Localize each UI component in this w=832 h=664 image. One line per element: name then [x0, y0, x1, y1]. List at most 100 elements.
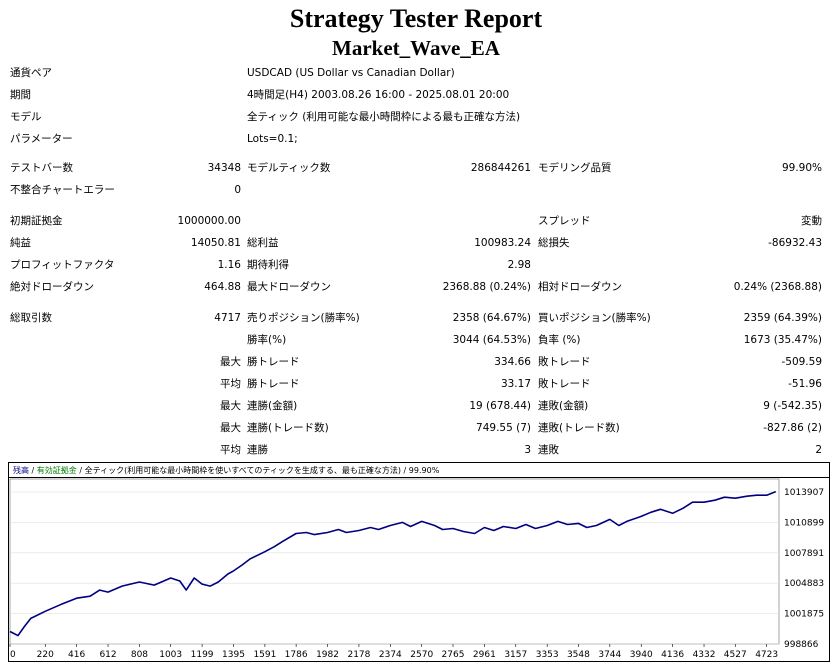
x-tick-label: 3744: [598, 650, 621, 660]
x-tick-label: 1199: [191, 650, 214, 660]
long-positions-label: 買いポジション(勝率%): [538, 312, 651, 324]
x-tick-label: 220: [37, 650, 54, 660]
rel-drawdown-label: 相対ドローダウン: [538, 281, 622, 293]
abs-drawdown-label: 絶対ドローダウン: [10, 281, 94, 293]
y-tick-label: 1007891: [784, 549, 824, 559]
max-label-2: 最大: [220, 422, 241, 434]
y-tick-label: 1001875: [784, 610, 824, 620]
x-tick-label: 2765: [442, 650, 465, 660]
errors-value: 0: [234, 184, 241, 196]
gross-profit-label: 総利益: [247, 237, 279, 249]
deposit-label: 初期証拠金: [10, 215, 63, 227]
period-label: 期間: [10, 89, 31, 101]
x-tick-label: 3157: [504, 650, 527, 660]
quality-label: モデリング品質: [538, 162, 612, 174]
y-axis: 998866 1001875 1004883 1007891 1010899 101390…: [784, 488, 824, 650]
loss-trades-label: 負率 (%): [538, 334, 581, 346]
x-tick-label: 4136: [661, 650, 684, 660]
average-loss-label: 敗トレード: [538, 378, 591, 390]
cons-loss-count-value: -827.86 (2): [763, 422, 822, 434]
model-label: モデル: [10, 111, 42, 123]
ticks-label: モデルティック数: [247, 162, 331, 174]
symbol-label: 通貨ペア: [10, 67, 52, 79]
spread-value: 変動: [801, 215, 822, 227]
x-tick-label: 2570: [410, 650, 433, 660]
symbol-value: USDCAD (US Dollar vs Canadian Dollar): [247, 67, 455, 79]
cons-win-count-value: 749.55 (7): [476, 422, 531, 434]
page-title: Strategy Tester Report: [289, 4, 543, 33]
profit-trades-value: 3044 (64.53%): [452, 334, 531, 346]
x-tick-label: 4332: [693, 650, 716, 660]
y-tick-label: 1013907: [784, 488, 824, 498]
expected-payoff-value: 2.98: [507, 259, 531, 271]
cons-win-money-value: 19 (678.44): [469, 400, 531, 412]
plot-area: [9, 478, 780, 645]
legend-sep-3: /: [404, 466, 407, 475]
x-tick-label: 3940: [630, 650, 653, 660]
y-tick-label: 1004883: [784, 579, 824, 589]
legend-sep-2: /: [79, 466, 82, 475]
max-drawdown-value: 2368.88 (0.24%): [442, 281, 531, 293]
abs-drawdown-value: 464.88: [204, 281, 241, 293]
params-label: パラメーター: [10, 133, 73, 145]
avg-cons-loss-label: 連敗: [538, 444, 559, 456]
gross-profit-value: 100983.24: [474, 237, 531, 249]
largest-label: 最大: [220, 356, 241, 368]
max-label: 最大: [220, 400, 241, 412]
y-tick-label: 1010899: [784, 518, 824, 528]
short-positions-label: 売りポジション(勝率%): [247, 312, 360, 324]
x-axis: 0 220 416 612 808 1003 1199 1395 1591 1786 1982 217…: [9, 644, 778, 660]
bars-label: テストバー数: [10, 162, 73, 174]
x-tick-label: 1786: [285, 650, 308, 660]
profit-factor-label: プロフィットファクタ: [10, 259, 115, 271]
params-value: Lots=0.1;: [247, 133, 298, 145]
chart-legend: 残高 / 有効証拠金 / 全ティック(利用可能な最小時間枠を使いすべてのティック…: [13, 465, 440, 475]
x-tick-label: 2961: [473, 650, 496, 660]
deposit-value: 1000000.00: [177, 215, 241, 227]
x-tick-label: 2374: [379, 650, 402, 660]
x-tick-label: 0: [10, 650, 16, 660]
ticks-value: 286844261: [470, 162, 531, 174]
profit-trades-label: 勝率(%): [247, 334, 287, 346]
legend-quality: 99.90%: [409, 466, 440, 475]
period-value: 4時間足(H4) 2003.08.26 16:00 - 2025.08.01 2…: [247, 89, 510, 101]
chart-grid: [10, 491, 779, 645]
long-positions-value: 2359 (64.39%): [743, 312, 822, 324]
largest-win-label: 勝トレード: [247, 356, 300, 368]
expert-name: Market_Wave_EA: [332, 36, 500, 60]
balance-line: [9, 490, 777, 637]
x-tick-label: 4723: [755, 650, 778, 660]
cons-win-count-label: 連勝(トレード数): [247, 422, 329, 434]
x-tick-label: 2178: [347, 650, 370, 660]
x-tick-label: 1003: [159, 650, 182, 660]
average-label-2: 平均: [220, 444, 241, 456]
x-tick-label: 1395: [222, 650, 245, 660]
spread-label: スプレッド: [538, 215, 591, 227]
cons-win-money-label: 連勝(金額): [247, 400, 298, 412]
y-tick-label: 998866: [784, 640, 819, 650]
legend-equity: 有効証拠金: [37, 465, 77, 475]
gross-loss-value: -86932.43: [768, 237, 822, 249]
avg-cons-loss-value: 2: [815, 444, 822, 456]
expected-payoff-label: 期待利得: [247, 259, 289, 271]
profit-factor-value: 1.16: [217, 259, 241, 271]
legend-sep-1: /: [32, 466, 35, 475]
net-profit-value: 14050.81: [190, 237, 241, 249]
average-win-value: 33.17: [500, 378, 531, 390]
loss-trades-value: 1673 (35.47%): [743, 334, 822, 346]
average-label: 平均: [220, 378, 241, 390]
average-loss-value: -51.96: [788, 378, 822, 390]
legend-model: 全ティック(利用可能な最小時間枠を使いすべてのティックを生成する、最も正確な方法…: [85, 465, 401, 475]
chart-series: [9, 490, 777, 637]
quality-value: 99.90%: [781, 162, 822, 174]
net-profit-label: 純益: [10, 237, 31, 249]
balance-chart: 残高 / 有効証拠金 / 全ティック(利用可能な最小時間枠を使いすべてのティック…: [8, 462, 830, 662]
largest-loss-value: -509.59: [781, 356, 822, 368]
rel-drawdown-value: 0.24% (2368.88): [733, 281, 822, 293]
legend-balance: 残高: [13, 465, 29, 475]
total-trades-label: 総取引数: [10, 312, 52, 324]
x-tick-label: 1591: [253, 650, 276, 660]
x-tick-label: 1982: [316, 650, 339, 660]
x-tick-label: 3353: [536, 650, 559, 660]
errors-label: 不整合チャートエラー: [10, 184, 115, 196]
